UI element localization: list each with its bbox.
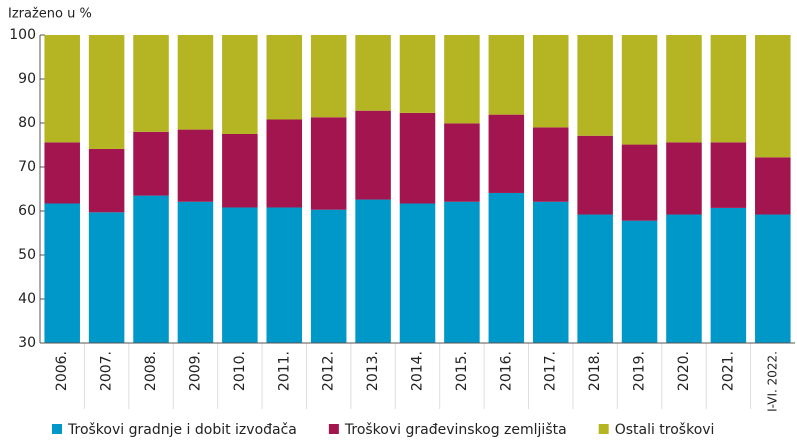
bar-segment xyxy=(266,119,303,208)
bar-segment xyxy=(666,214,702,343)
x-tick-label: 2007. xyxy=(99,351,115,391)
legend-swatch xyxy=(598,424,609,434)
x-tick-label: 2013. xyxy=(365,351,381,391)
bar-segment xyxy=(488,35,525,115)
bar-segment xyxy=(222,207,258,343)
legend-label: Ostali troškovi xyxy=(615,422,715,438)
bar-segment xyxy=(222,134,258,208)
bar-segment xyxy=(44,142,80,204)
bar-segment xyxy=(755,157,791,215)
x-tick-label: 2010. xyxy=(232,351,248,391)
bar-segment xyxy=(399,112,436,204)
bar-segment xyxy=(133,195,169,343)
x-tick-label: 2009. xyxy=(187,351,203,391)
bar-segment xyxy=(710,142,747,208)
bar-segment xyxy=(755,214,791,343)
y-tick-label: 50 xyxy=(18,247,36,263)
y-tick-label: 40 xyxy=(18,291,36,307)
bar-segment xyxy=(577,35,613,136)
x-tick-label: 2017. xyxy=(543,351,559,391)
bar-segment xyxy=(444,123,480,202)
x-tick-label: 2021. xyxy=(720,351,736,391)
bar-segment xyxy=(666,142,702,215)
bar-segment xyxy=(621,144,658,221)
bar-segment xyxy=(355,110,391,200)
bar-segment xyxy=(88,212,125,343)
bar-segment xyxy=(532,35,569,128)
x-tick-label: 2019. xyxy=(632,351,648,391)
x-tick-label: 2018. xyxy=(587,351,603,391)
x-tick-label: 2016. xyxy=(498,351,514,391)
y-tick-label: 80 xyxy=(18,115,36,131)
y-tick-label: 100 xyxy=(9,27,36,43)
x-tick-label: 2008. xyxy=(143,351,159,391)
legend-swatch xyxy=(52,424,62,434)
y-tick-label: 90 xyxy=(18,71,36,87)
bar-segment xyxy=(621,220,658,343)
bar-segment xyxy=(177,35,214,130)
bar-segment xyxy=(88,148,125,213)
bar-segment xyxy=(266,207,303,343)
x-tick-label: 2020. xyxy=(676,351,692,391)
x-tick-label: 2015. xyxy=(454,351,470,391)
bar-segment xyxy=(133,131,169,196)
bar-segment xyxy=(310,117,347,210)
bar-segment xyxy=(44,35,80,143)
bar-segment xyxy=(88,35,125,149)
bar-segment xyxy=(266,35,303,120)
y-tick-label: 70 xyxy=(18,159,36,175)
y-tick-label: 30 xyxy=(18,335,36,351)
bar-segment xyxy=(444,35,480,124)
y-axis-label: Izraženo u % xyxy=(8,7,92,22)
bar-segment xyxy=(488,114,525,193)
x-tick-label: 2011. xyxy=(276,351,292,391)
bar-segment xyxy=(755,35,791,158)
x-tick-label: 2012. xyxy=(321,351,337,391)
bar-segment xyxy=(399,35,436,113)
bar-segment xyxy=(222,35,258,134)
bar-segment xyxy=(133,35,169,132)
x-tick-label: 2006. xyxy=(54,351,70,391)
bar-segment xyxy=(444,201,480,343)
x-tick-label: I-VI. 2022. xyxy=(765,351,779,412)
bar-segment xyxy=(621,35,658,145)
bar-segment xyxy=(310,209,347,343)
bar-segment xyxy=(310,35,347,118)
legend-label: Troškovi gradnje i dobit izvođača xyxy=(67,422,297,438)
bar-segment xyxy=(488,192,525,343)
bar-segment xyxy=(399,203,436,343)
bar-segment xyxy=(532,127,569,202)
legend-swatch xyxy=(328,424,339,434)
bar-segment xyxy=(177,201,214,343)
bar-segment xyxy=(577,214,613,343)
bar-segment xyxy=(44,203,80,343)
x-tick-label: 2014. xyxy=(410,351,426,391)
bar-segment xyxy=(532,201,569,343)
legend-label: Troškovi građevinskog zemljišta xyxy=(344,422,567,438)
bar-segment xyxy=(666,35,702,143)
bar-segment xyxy=(710,35,747,143)
bar-segment xyxy=(710,207,747,343)
y-tick-label: 60 xyxy=(18,203,36,219)
bar-segment xyxy=(355,35,391,111)
bar-segment xyxy=(177,129,214,202)
bar-segment xyxy=(355,199,391,343)
bar-segment xyxy=(577,135,613,215)
